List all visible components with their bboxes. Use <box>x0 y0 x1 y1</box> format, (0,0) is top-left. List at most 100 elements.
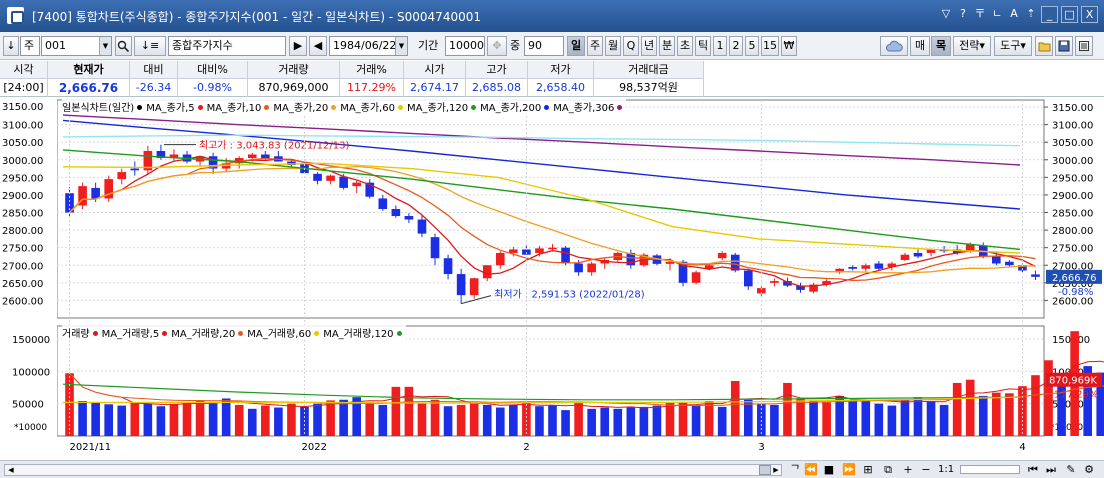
search-icon[interactable] <box>115 36 132 56</box>
volume-bar <box>143 403 153 436</box>
volume-bar <box>796 398 805 436</box>
period-button-0[interactable]: 일 <box>567 36 585 56</box>
period-button-12[interactable]: ₩ <box>781 36 797 56</box>
settings-icon[interactable] <box>1075 36 1093 56</box>
volume-bar <box>770 404 779 436</box>
close-button[interactable]: X <box>1081 6 1098 23</box>
volume-bar <box>247 408 257 436</box>
chart-range-icon[interactable]: ⧉ <box>884 463 892 476</box>
candle-body <box>809 284 818 292</box>
ma120-line <box>62 149 1021 251</box>
scroll-right-icon[interactable]: ▶ <box>773 466 779 474</box>
price-tick-label-left: 2650.00 <box>2 279 43 290</box>
volume-bar <box>678 402 688 436</box>
screen-icon[interactable]: 〒 <box>974 7 986 20</box>
scroll-thumb[interactable] <box>759 465 771 475</box>
font-icon[interactable]: A <box>1010 7 1018 20</box>
price-top-label: 3150.00 <box>2 102 43 113</box>
name-input[interactable]: 종합주가지수 <box>168 36 286 56</box>
candle-body <box>65 193 74 213</box>
period-button-10[interactable]: 5 <box>745 36 759 56</box>
volume-bar <box>1005 393 1014 436</box>
period-button-5[interactable]: 분 <box>659 36 675 56</box>
prev-button[interactable]: ◀ <box>309 36 327 56</box>
minimize-button[interactable]: _ <box>1041 6 1058 23</box>
price-legend-label: MA_종가,120 <box>406 103 469 114</box>
go-last-icon[interactable]: ⏭ <box>1046 463 1056 476</box>
zoom-reset-button[interactable]: 1:1 <box>938 464 955 475</box>
period-button-7[interactable]: 틱 <box>695 36 711 56</box>
buy-button[interactable]: 매 <box>910 36 930 56</box>
zoom-range-icon[interactable]: ⊞ <box>863 463 873 476</box>
dropdown-menu-icon[interactable]: ▽ <box>941 7 951 20</box>
price-legend-label: MA_종가,306 <box>553 103 615 114</box>
period-button-3[interactable]: Q <box>623 36 639 56</box>
maximize-button[interactable]: □ <box>1061 6 1078 23</box>
period-button-4[interactable]: 년 <box>641 36 657 56</box>
volume-bar <box>339 399 348 436</box>
volume-bar <box>952 382 962 436</box>
price-tick-label-left: 2850.00 <box>2 209 43 220</box>
zoom-slider[interactable] <box>960 465 1020 474</box>
candle-body <box>861 265 871 269</box>
sort-list-button[interactable]: ↓≡ <box>134 36 166 56</box>
calendar-dropdown-icon[interactable]: ▼ <box>395 37 407 55</box>
fast-forward-icon[interactable]: ⏩ <box>842 463 856 476</box>
save-icon[interactable] <box>1055 36 1073 56</box>
link-icon[interactable]: ㄴ <box>991 7 1003 20</box>
volume-bar <box>78 401 87 436</box>
chevron-down-icon[interactable]: ▼ <box>99 37 111 55</box>
tools-button[interactable]: 도구▾ <box>994 36 1032 56</box>
list-button[interactable]: 목 <box>931 36 951 56</box>
cloud-icon[interactable] <box>880 36 908 56</box>
stop-icon[interactable]: ■ <box>823 463 835 476</box>
candle-body <box>130 168 140 171</box>
move-icon[interactable]: ✥ <box>487 36 507 56</box>
zoom-out-icon[interactable]: − <box>921 463 931 476</box>
candle-body <box>913 252 923 257</box>
edit-icon[interactable]: ✎ <box>1066 463 1076 476</box>
period-button-9[interactable]: 2 <box>729 36 743 56</box>
volume-bar <box>352 397 362 436</box>
pin-icon[interactable]: ⇡ <box>1026 7 1036 20</box>
volume-bar <box>104 404 113 436</box>
period-button-6[interactable]: 초 <box>677 36 693 56</box>
price-legend-item-0: 일본식차트(일간) <box>62 103 144 114</box>
volume-bar <box>613 408 623 436</box>
volume-bar <box>1044 360 1053 436</box>
volume-legend-item-0: 거래량 <box>62 329 100 340</box>
next-button[interactable]: ▶ <box>289 36 307 56</box>
period-button-11[interactable]: 15 <box>761 36 779 56</box>
date-input[interactable]: 1984/06/22 ▼ <box>329 36 408 56</box>
period-button-2[interactable]: 월 <box>605 36 621 56</box>
period-input[interactable]: 10000 <box>445 36 485 56</box>
count-label: 중 <box>510 39 521 52</box>
ma20-line <box>69 165 1036 274</box>
volume-bar <box>600 407 610 436</box>
ma10-line <box>69 157 1036 282</box>
horizontal-scrollbar[interactable]: ◀ ▶ <box>4 464 782 476</box>
count-input[interactable]: 90 <box>524 36 564 56</box>
settings-gear-icon[interactable]: ⚙ <box>1084 463 1094 476</box>
help-icon[interactable]: ? <box>960 7 966 20</box>
chart-area[interactable]: 3150.00 3100.00 3050.00 3000.00 2950.00 2900.… <box>0 98 1104 460</box>
candlestick-chart[interactable]: 3150.00 3100.00 3050.00 3000.00 2950.00 2900.… <box>0 98 1104 460</box>
volume-bar <box>469 402 479 436</box>
folder-icon[interactable] <box>1035 36 1053 56</box>
legend-color-dot <box>238 331 244 336</box>
price-tick-label-left: 2950.00 <box>2 173 43 184</box>
market-type-select[interactable]: 주 <box>20 36 40 56</box>
code-input[interactable]: 001 ▼ <box>41 36 112 56</box>
scroll-left-icon[interactable]: ◀ <box>8 466 14 474</box>
nav-down-button[interactable]: ↓ <box>3 36 19 56</box>
strategy-button[interactable]: 전략▾ <box>953 36 991 56</box>
candle-body <box>91 187 100 199</box>
period-button-1[interactable]: 주 <box>587 36 603 56</box>
candle-body <box>313 173 322 181</box>
go-first-icon[interactable]: ⏮ <box>1028 463 1038 476</box>
volume-bar <box>822 402 831 436</box>
zoom-in-icon[interactable]: + <box>903 463 913 476</box>
fast-rewind-icon[interactable]: ⏪ <box>804 463 818 476</box>
period-button-8[interactable]: 1 <box>713 36 727 56</box>
scroll-mode-icon[interactable]: ᄀ <box>789 463 801 476</box>
